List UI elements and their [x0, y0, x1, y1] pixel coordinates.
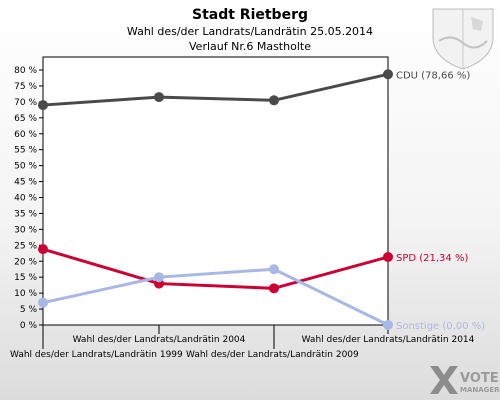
data-point-cdu [154, 92, 164, 103]
y-tick-label: 0 % [20, 321, 38, 331]
data-point-cdu [38, 100, 48, 111]
y-tick-label: 65 % [14, 114, 37, 124]
series-line-sonstige [42, 267, 389, 327]
data-point-spd [383, 251, 393, 262]
data-point-spd [269, 283, 279, 294]
y-tick-label: 70 % [14, 98, 37, 108]
y-axis: 0 % 5 % 10 % 15 % 20 % 25 % 30 % 35 % 40 % 45 % 50… [14, 66, 43, 331]
data-point-sonstige [154, 272, 164, 283]
series-line-spd [42, 247, 389, 290]
y-tick-label: 45 % [14, 178, 37, 188]
logo-text-vote: VOTE [460, 371, 499, 386]
series-labels: CDU (78,66 %) SPD (21,34 %) Sonstige (0,00… [396, 70, 485, 332]
data-point-sonstige [383, 320, 393, 330]
x-tick-label: Wahl des/der Landrats/Landrätin 1999 [10, 350, 183, 360]
y-tick-label: 55 % [14, 146, 37, 156]
chart-title: Stadt Rietberg [192, 7, 308, 23]
data-point-sonstige [269, 264, 279, 275]
y-tick-label: 35 % [14, 209, 37, 219]
y-tick-label: 75 % [14, 82, 37, 92]
y-tick-label: 60 % [14, 130, 37, 140]
series-label-sonstige: Sonstige (0,00 %) [396, 321, 485, 332]
y-tick-label: 20 % [14, 257, 37, 267]
chart-subtitle: Wahl des/der Landrats/Landrätin 25.05.20… [127, 25, 373, 38]
x-tick-label: Wahl des/der Landrats/Landrätin 2014 [302, 335, 475, 345]
data-point-cdu [269, 95, 279, 106]
y-tick-label: 10 % [14, 289, 37, 299]
y-tick-label: 50 % [14, 162, 37, 172]
y-tick-label: 5 % [20, 305, 38, 315]
series-label-spd: SPD (21,34 %) [396, 253, 468, 264]
ballot-x-icon [430, 366, 458, 394]
logo-text-manager: MANAGER [460, 386, 500, 394]
chart-subtitle-2: Verlauf Nr.6 Mastholte [189, 40, 311, 53]
y-tick-label: 15 % [14, 273, 37, 283]
plot-area: 0 % 5 % 10 % 15 % 20 % 25 % 30 % 35 % 40 % 45 % 50… [10, 56, 485, 360]
x-tick-label: Wahl des/der Landrats/Landrätin 2009 [186, 350, 359, 360]
coat-of-arms-icon [432, 8, 494, 70]
data-point-sonstige [38, 297, 48, 308]
y-tick-label: 40 % [14, 194, 37, 204]
x-tick-label: Wahl des/der Landrats/Landrätin 2004 [73, 335, 246, 345]
series-layer [38, 69, 393, 330]
series-label-cdu: CDU (78,66 %) [396, 70, 470, 81]
data-point-cdu [383, 69, 393, 80]
series-line-cdu [42, 72, 389, 107]
y-tick-label: 80 % [14, 66, 37, 76]
y-tick-label: 30 % [14, 225, 37, 235]
vote-manager-logo: VOTE MANAGER [430, 366, 500, 394]
data-point-spd [38, 244, 48, 255]
y-tick-label: 25 % [14, 241, 37, 251]
